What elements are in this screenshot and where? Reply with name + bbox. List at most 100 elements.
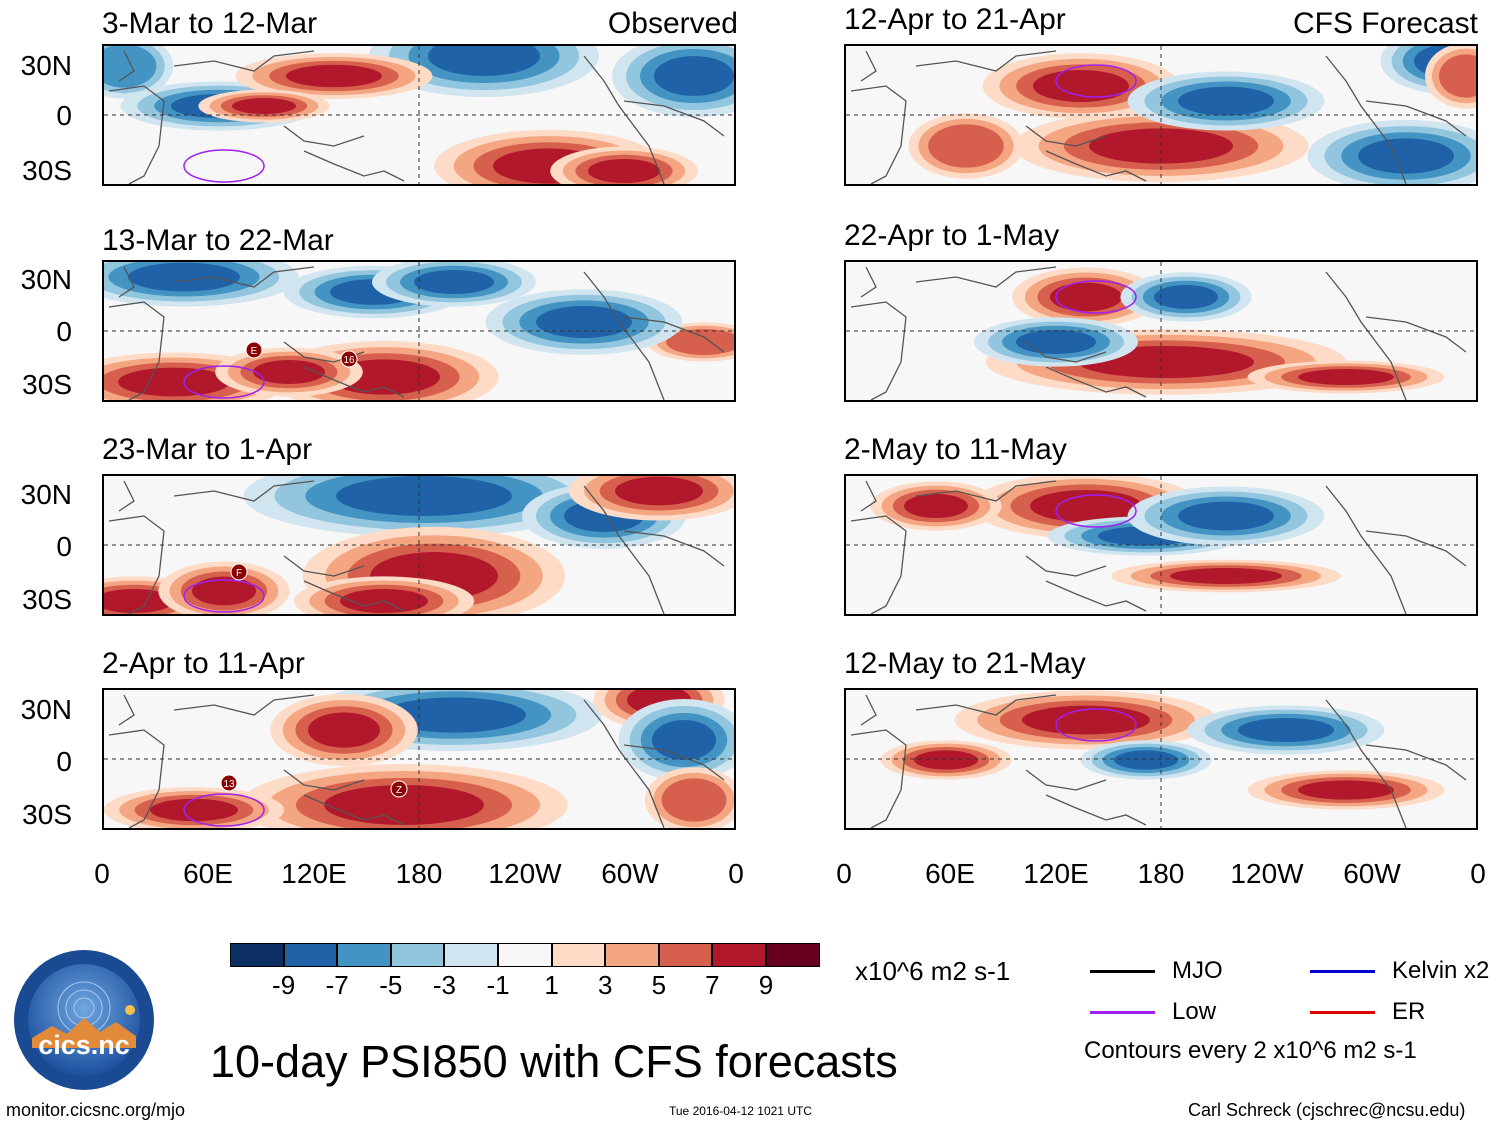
footer-timestamp: Tue 2016-04-12 1021 UTC: [669, 1104, 812, 1118]
positive-anomaly: [1033, 70, 1129, 102]
lon-label: 0: [836, 858, 852, 889]
coastline: [1045, 794, 1147, 826]
coastline: [850, 301, 907, 400]
coastline: [118, 266, 135, 298]
positive-anomaly: [615, 476, 703, 506]
coastline: [303, 580, 405, 612]
panel-title: 13-Mar to 22-Mar: [102, 224, 334, 257]
coastline: [583, 699, 665, 828]
positive-anomaly: [1022, 705, 1150, 735]
negative-anomaly: [1154, 285, 1218, 309]
map-right-1: [844, 260, 1478, 402]
legend-mjo-swatch: [1090, 970, 1155, 973]
lon-label: 120W: [1230, 858, 1304, 889]
coastline: [108, 301, 165, 400]
coastline: [850, 85, 907, 184]
coastline: [173, 694, 315, 716]
positive-anomaly: [588, 159, 660, 183]
coastline: [108, 85, 165, 184]
coastline: [623, 316, 725, 353]
positive-anomaly: [286, 64, 382, 88]
low-contour: [183, 579, 265, 613]
coastline: [1025, 555, 1107, 577]
legend-mjo-label: MJO: [1172, 957, 1223, 984]
negative-anomaly: [104, 46, 157, 88]
storm-label: F: [236, 568, 242, 579]
coastline: [1025, 125, 1107, 147]
coastline: [283, 769, 365, 791]
colorbar-tick-label: 1: [544, 970, 559, 1000]
storm-marker: 13: [220, 774, 238, 792]
positive-anomaly: [324, 785, 484, 825]
coastline: [623, 100, 725, 137]
colorbar-swatch: [337, 943, 391, 967]
low-contour: [1055, 708, 1137, 742]
colorbar-swatch: [605, 943, 659, 967]
main-title: 10-day PSI850 with CFS forecasts: [210, 1036, 898, 1087]
coastline: [108, 729, 165, 828]
negative-anomaly: [336, 476, 512, 516]
map-field: [104, 46, 734, 184]
lat-label-30s: 30S: [22, 799, 72, 830]
panel-title: 2-May to 11-May: [844, 433, 1067, 466]
logo-text: cics.nc: [38, 1030, 130, 1060]
coastline: [860, 480, 877, 512]
lon-label: 60E: [925, 858, 975, 889]
coastline: [1365, 316, 1467, 353]
colorbar-tick-label: -9: [272, 970, 296, 1000]
lon-label: 0: [1470, 858, 1486, 889]
map-field: [846, 476, 1476, 614]
storm-label: E: [251, 346, 258, 357]
coastline: [283, 555, 365, 577]
coastline: [1025, 341, 1107, 363]
legend-er-label: ER: [1392, 998, 1426, 1025]
positive-anomaly: [118, 367, 230, 397]
coastline: [1325, 699, 1407, 828]
panel-title: 22-Apr to 1-May: [844, 219, 1060, 252]
coastline: [118, 50, 135, 82]
positive-anomaly: [666, 329, 734, 355]
colorbar-swatch: [444, 943, 498, 967]
legend-contour-note: Contours every 2 x10^6 m2 s-1: [1084, 1037, 1417, 1064]
coastline: [860, 266, 877, 298]
map-right-2: [844, 474, 1478, 616]
positive-anomaly: [253, 360, 325, 384]
panel-tag-forecast: CFS Forecast: [1292, 7, 1478, 40]
map-left-1: E 16: [102, 260, 736, 402]
colorbar-tick-label: 7: [705, 970, 720, 1000]
negative-anomaly: [1016, 330, 1096, 354]
negative-anomaly: [652, 720, 716, 760]
panel-title: 12-Apr to 21-Apr: [844, 3, 1066, 36]
cics-logo: cics.nc: [12, 948, 156, 1092]
positive-anomaly: [232, 98, 296, 114]
lat-label-eq: 0: [56, 100, 72, 131]
cics-logo-graphic: [14, 950, 154, 1090]
low-contour: [1055, 64, 1137, 98]
coastline: [1045, 366, 1147, 398]
colorbar-tick-label: -1: [486, 970, 510, 1000]
coastline: [1025, 769, 1107, 791]
footer-url[interactable]: monitor.cicsnc.org/mjo: [6, 1100, 186, 1120]
coastline: [623, 530, 725, 567]
negative-anomaly: [1238, 718, 1334, 742]
colorbar-swatch: [766, 943, 820, 967]
positive-anomaly: [928, 124, 1004, 168]
legend-low-label: Low: [1172, 998, 1217, 1025]
lat-label-30s: 30S: [22, 155, 72, 186]
lat-label-30n: 30N: [20, 264, 72, 295]
legend-er-swatch: [1310, 1011, 1375, 1014]
map-left-3: 13 Z: [102, 688, 736, 830]
panel-title: 12-May to 21-May: [844, 647, 1086, 680]
colorbar-swatch: [498, 943, 552, 967]
positive-anomaly: [1298, 369, 1394, 385]
lon-label: 120W: [488, 858, 562, 889]
positive-anomaly: [192, 576, 256, 606]
storm-marker: Z: [390, 780, 408, 798]
low-contour: [183, 149, 265, 183]
coastline: [173, 50, 315, 72]
colorbar-tick-label: -7: [325, 970, 349, 1000]
lat-label-eq: 0: [56, 746, 72, 777]
colorbar-swatch: [390, 943, 445, 967]
map-field: F: [104, 476, 734, 614]
negative-anomaly: [1178, 86, 1274, 116]
